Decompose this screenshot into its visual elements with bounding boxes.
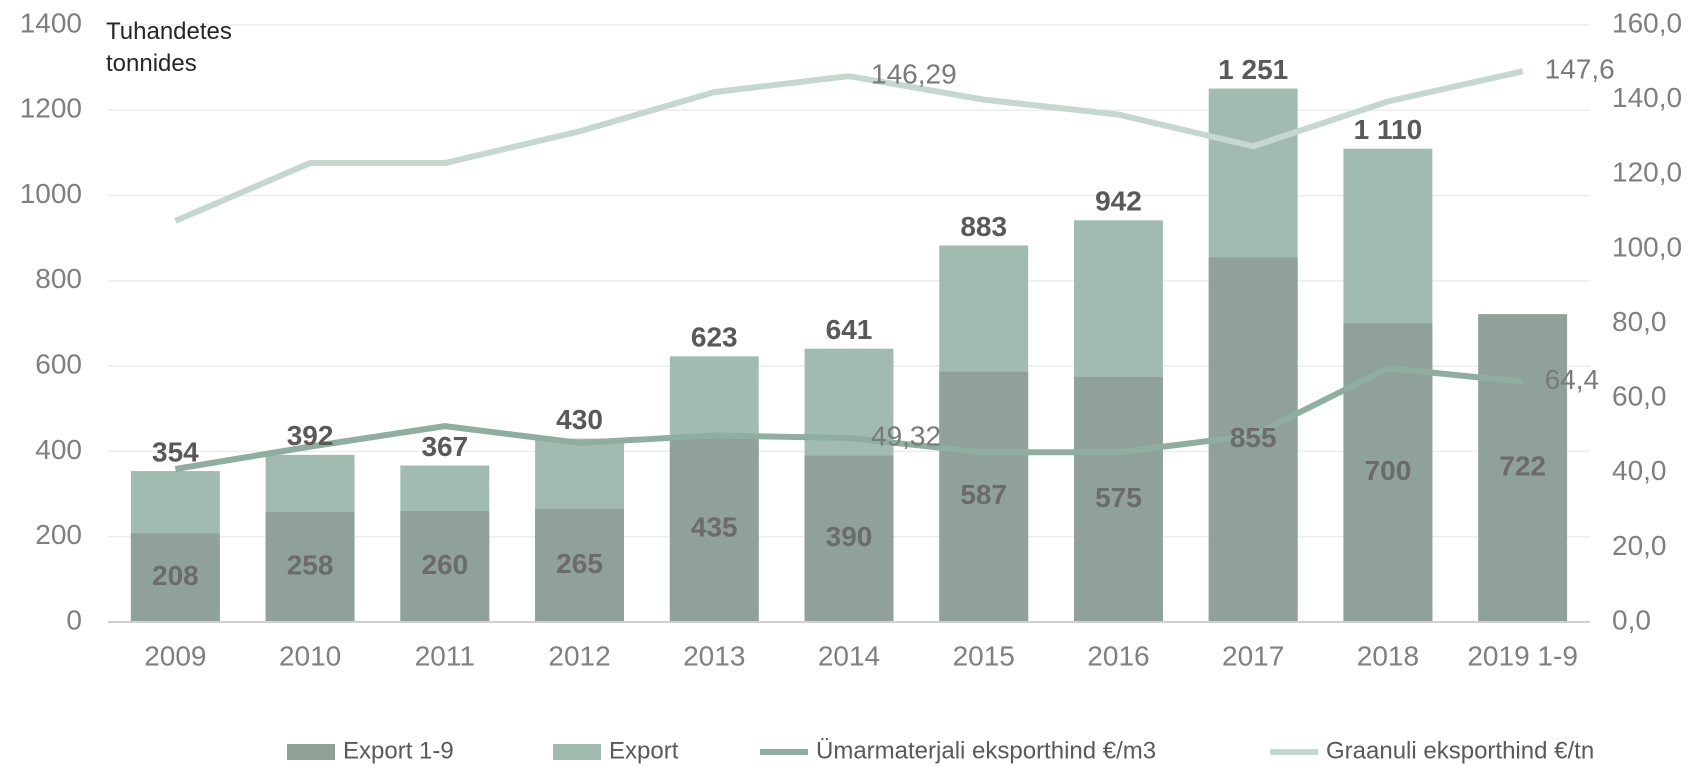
bar xyxy=(804,455,894,622)
y-tick-label: 1200 xyxy=(20,93,82,124)
data-label: 367 xyxy=(421,431,468,462)
x-tick-label: 2015 xyxy=(953,640,1015,671)
x-tick-label: 2011 xyxy=(415,640,475,671)
x-tick-label: 2009 xyxy=(144,640,206,671)
data-label: 64,4 xyxy=(1545,364,1600,395)
y2-tick-label: 40,0 xyxy=(1612,455,1667,486)
legend-label: Graanuli eksporthind €/tn xyxy=(1326,737,1594,764)
y2-tick-label: 20,0 xyxy=(1612,530,1667,561)
line xyxy=(174,365,1523,472)
x-tick-label: 2017 xyxy=(1222,640,1284,671)
legend-label: Export xyxy=(609,737,679,764)
y-axis-label: Tuhandetes tonnides xyxy=(106,18,232,77)
bar xyxy=(1073,376,1163,622)
legend-swatch xyxy=(553,744,601,760)
x-tick-label: 2012 xyxy=(548,640,610,671)
data-label: 147,6 xyxy=(1545,54,1615,85)
data-label: 942 xyxy=(1095,186,1142,217)
data-label: 722 xyxy=(1499,450,1546,481)
y-tick-label: 0 xyxy=(66,604,82,635)
y2-tick-label: 160,0 xyxy=(1612,7,1682,38)
data-label: 146,29 xyxy=(871,59,957,90)
data-label: 623 xyxy=(691,322,738,353)
x-tick-label: 2013 xyxy=(683,640,745,671)
x-tick-label: 2010 xyxy=(279,640,341,671)
y2-tick-label: 0,0 xyxy=(1612,604,1651,635)
y2-tick-label: 60,0 xyxy=(1612,381,1667,412)
bar xyxy=(1478,314,1568,622)
data-label: 390 xyxy=(826,521,873,552)
data-label: 575 xyxy=(1095,482,1142,513)
x-tick-label: 2019 1-9 xyxy=(1467,640,1578,671)
y2-tick-label: 140,0 xyxy=(1612,82,1682,113)
y-tick-label: 600 xyxy=(35,349,82,380)
legend-swatch xyxy=(287,744,335,760)
data-label: 587 xyxy=(960,479,1007,510)
bar xyxy=(400,511,490,622)
data-label: 1 251 xyxy=(1218,54,1288,85)
bar xyxy=(535,508,625,622)
line xyxy=(174,68,1524,224)
data-label: 49,32 xyxy=(871,420,941,451)
y-tick-label: 400 xyxy=(35,434,82,465)
data-label: 208 xyxy=(152,560,199,591)
y-tick-label: 1000 xyxy=(20,178,82,209)
bar xyxy=(130,533,220,622)
y2-tick-label: 120,0 xyxy=(1612,157,1682,188)
data-label: 392 xyxy=(287,420,334,451)
data-label: 883 xyxy=(960,211,1007,242)
y-tick-label: 200 xyxy=(35,519,82,550)
data-label: 435 xyxy=(691,512,738,543)
data-label: 354 xyxy=(152,436,199,467)
bar xyxy=(939,371,1029,622)
x-tick-label: 2016 xyxy=(1087,640,1149,671)
y-tick-label: 800 xyxy=(35,263,82,294)
data-label: 260 xyxy=(421,549,468,580)
data-label: 258 xyxy=(287,549,334,580)
data-label: 430 xyxy=(556,404,603,435)
data-label: 700 xyxy=(1365,455,1412,486)
y-tick-label: 1400 xyxy=(20,7,82,38)
bar xyxy=(669,436,759,622)
data-label: 855 xyxy=(1230,422,1277,453)
y2-tick-label: 100,0 xyxy=(1612,231,1682,262)
data-label: 1 110 xyxy=(1354,114,1423,145)
y2-tick-label: 80,0 xyxy=(1612,306,1667,337)
legend-label: Export 1-9 xyxy=(343,737,454,764)
bar xyxy=(265,511,355,622)
x-tick-label: 2018 xyxy=(1357,640,1419,671)
data-label: 265 xyxy=(556,548,603,579)
legend-label: Ümarmaterjali eksporthind €/m3 xyxy=(816,737,1156,764)
data-label: 641 xyxy=(826,314,873,345)
x-tick-label: 2014 xyxy=(818,640,880,671)
